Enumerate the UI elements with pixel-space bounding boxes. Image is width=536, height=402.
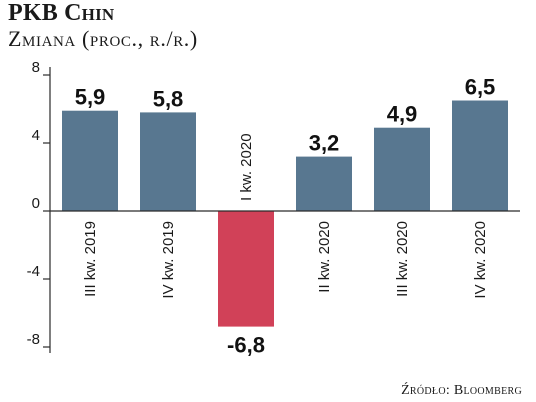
category-label: III kw. 2019 — [82, 221, 99, 297]
category-label: III kw. 2020 — [394, 221, 411, 297]
chart-subtitle: Zmiana (proc., r./r.) — [8, 26, 198, 51]
bar-i-kw-2020 — [218, 211, 274, 327]
y-tick-label: 8 — [32, 59, 40, 76]
bar-iii-kw-2020 — [374, 127, 430, 211]
category-label: IV kw. 2020 — [472, 221, 489, 299]
y-tick-label: -4 — [27, 263, 40, 280]
bar-value-label: -6,8 — [227, 333, 265, 358]
source-note: Źródło: Bloomberg — [401, 383, 522, 398]
bar-value-label: 5,9 — [75, 85, 106, 110]
category-label: I kw. 2020 — [238, 133, 255, 201]
chart-title: PKB Chin — [8, 0, 115, 26]
bar-iii-kw-2019 — [62, 110, 118, 211]
bar-value-label: 6,5 — [465, 75, 496, 100]
bar-value-label: 5,8 — [153, 86, 184, 111]
y-tick-label: 0 — [32, 195, 40, 212]
bar-value-label: 4,9 — [387, 102, 418, 127]
bar-iv-kw-2020 — [452, 100, 508, 211]
y-tick-label: 4 — [32, 127, 40, 144]
category-label: IV kw. 2019 — [160, 221, 177, 299]
y-tick-label: -8 — [27, 331, 40, 348]
bar-ii-kw-2020 — [296, 156, 352, 211]
bar-iv-kw-2019 — [140, 112, 196, 211]
bar-value-label: 3,2 — [309, 131, 340, 156]
category-label: II kw. 2020 — [316, 221, 333, 293]
